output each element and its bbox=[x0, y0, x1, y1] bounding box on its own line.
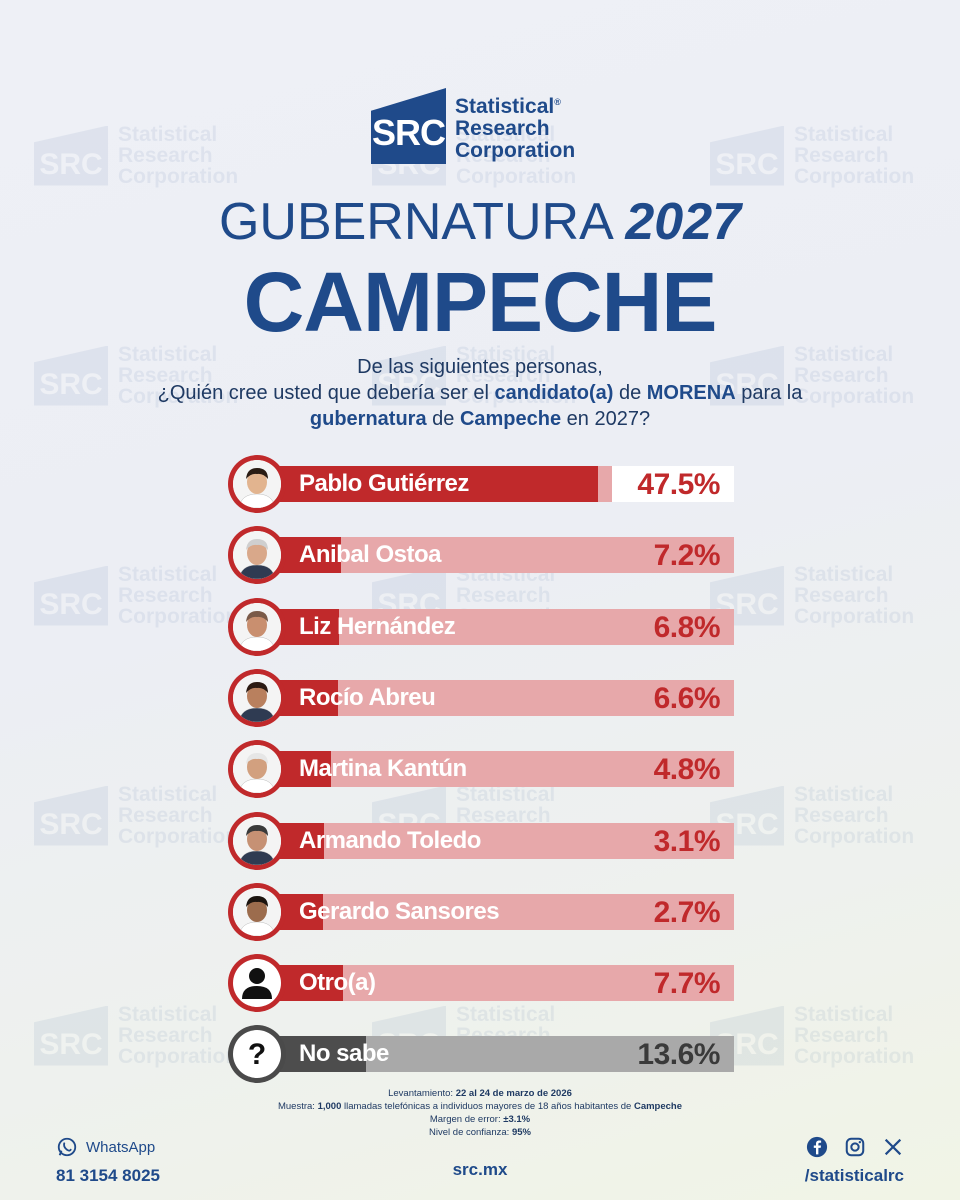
bar-row: Martina Kantún 4.8% bbox=[228, 737, 738, 801]
candidate-avatar bbox=[228, 740, 286, 799]
value-label: 7.2% bbox=[653, 539, 721, 573]
bar-label: Rocío Abreu bbox=[299, 683, 436, 711]
bar-track bbox=[256, 822, 734, 859]
bar-track bbox=[256, 751, 734, 788]
whatsapp-label: WhatsApp bbox=[86, 1138, 156, 1156]
bar-row: Anibal Ostoa 7.2% bbox=[228, 523, 738, 587]
value-box bbox=[616, 466, 734, 502]
bar-track bbox=[256, 893, 734, 930]
instagram-icon[interactable] bbox=[844, 1136, 866, 1158]
whatsapp-icon bbox=[57, 1137, 77, 1157]
methodology-note: Levantamiento: 22 al 24 de marzo de 2026… bbox=[277, 1088, 683, 1138]
x-icon[interactable] bbox=[882, 1136, 904, 1158]
bar-label: Martina Kantún bbox=[299, 755, 467, 783]
bar-row: ? No sabe 13.6% bbox=[228, 1022, 738, 1086]
bar-row: Rocío Abreu 6.6% bbox=[228, 666, 738, 730]
value-label: 47.5% bbox=[637, 468, 720, 501]
src-logo: SRC Statistical® Research Corporation bbox=[371, 88, 575, 164]
social-links: /statisticalrc bbox=[805, 1136, 904, 1186]
headline-gubernatura: GUBERNATURA 2027 bbox=[218, 193, 742, 251]
value-label: 2.7% bbox=[653, 895, 721, 929]
bar-label: No sabe bbox=[299, 1040, 389, 1068]
bar-row: Otro(a) 7.7% bbox=[228, 951, 738, 1015]
candidate-avatar bbox=[228, 882, 286, 941]
bar-label: Otro(a) bbox=[299, 969, 376, 997]
candidate-avatar bbox=[228, 526, 286, 585]
src-logo-mark: SRC bbox=[371, 88, 446, 164]
social-handle[interactable]: /statisticalrc bbox=[804, 1166, 904, 1185]
person-icon bbox=[228, 954, 286, 1013]
headline-state: CAMPECHE bbox=[243, 255, 718, 349]
candidate-avatar bbox=[228, 811, 286, 870]
candidate-avatar bbox=[228, 597, 286, 656]
candidate-avatar bbox=[228, 455, 286, 513]
bar-label: Gerardo Sansores bbox=[299, 897, 500, 925]
svg-text:?: ? bbox=[248, 1038, 266, 1071]
value-label: 7.7% bbox=[653, 967, 721, 1001]
value-label: 3.1% bbox=[653, 824, 721, 858]
survey-question: De las siguientes personas, ¿Quién cree … bbox=[157, 356, 803, 430]
candidate-avatar bbox=[228, 668, 286, 727]
bar-edge bbox=[598, 466, 612, 502]
value-label: 6.6% bbox=[653, 681, 721, 715]
src-logo-text: Statistical® Research Corporation bbox=[455, 94, 576, 162]
value-label: 4.8% bbox=[653, 753, 721, 787]
facebook-icon[interactable] bbox=[806, 1136, 828, 1158]
bar-label: Anibal Ostoa bbox=[299, 541, 442, 569]
bar-row: Pablo Gutiérrez 47.5% bbox=[228, 452, 738, 516]
bar-label: Armando Toledo bbox=[299, 826, 481, 854]
bar-row: Liz Hernández 6.8% bbox=[228, 595, 738, 659]
value-label: 6.8% bbox=[653, 610, 721, 644]
whatsapp-number: 81 3154 8025 bbox=[56, 1166, 160, 1185]
bar bbox=[256, 466, 598, 502]
bar-label: Liz Hernández bbox=[299, 612, 456, 640]
bar-row: Armando Toledo 3.1% bbox=[228, 809, 738, 873]
bar-label: Pablo Gutiérrez bbox=[299, 470, 469, 497]
question-icon: ? bbox=[228, 1025, 286, 1084]
value-label: 13.6% bbox=[637, 1038, 720, 1072]
website-link[interactable]: src.mx bbox=[452, 1160, 508, 1179]
whatsapp-contact[interactable]: WhatsApp 81 3154 8025 bbox=[56, 1136, 160, 1186]
bar-row: Gerardo Sansores 2.7% bbox=[228, 880, 738, 944]
